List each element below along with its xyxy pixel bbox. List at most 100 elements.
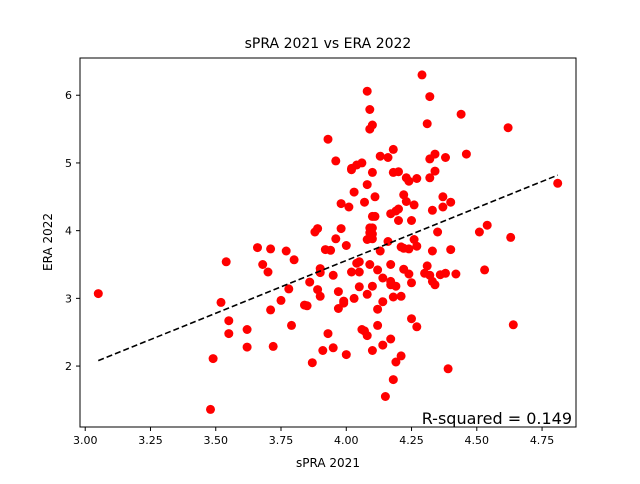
- data-point: [433, 227, 443, 237]
- data-point: [441, 268, 450, 278]
- data-point: [357, 158, 367, 168]
- data-point: [430, 280, 440, 290]
- data-point: [287, 320, 296, 330]
- data-point: [349, 187, 359, 197]
- data-point: [441, 153, 450, 162]
- y-tick-label: 6: [65, 89, 72, 102]
- data-point: [553, 178, 563, 188]
- data-point: [446, 197, 456, 207]
- data-point: [409, 200, 419, 210]
- data-point: [396, 351, 406, 361]
- data-point: [315, 268, 325, 278]
- data-point: [263, 267, 273, 277]
- data-point: [373, 265, 383, 275]
- data-point: [323, 134, 333, 144]
- data-point: [367, 120, 377, 130]
- trend-line: [97, 174, 559, 362]
- data-point: [456, 109, 466, 119]
- data-point: [394, 216, 403, 225]
- data-point: [362, 289, 372, 299]
- data-point: [347, 267, 356, 277]
- data-point: [412, 241, 422, 251]
- data-point: [208, 354, 218, 364]
- data-point: [305, 277, 315, 287]
- data-point: [438, 192, 448, 202]
- data-point: [258, 260, 268, 269]
- data-point: [253, 243, 262, 253]
- data-point: [276, 295, 286, 305]
- data-point: [284, 284, 294, 294]
- data-point: [341, 241, 351, 250]
- data-point: [430, 166, 440, 176]
- data-point: [378, 273, 388, 283]
- data-point: [370, 192, 380, 202]
- data-point: [367, 167, 377, 177]
- r-squared-annotation: R-squared = 0.149: [422, 409, 572, 428]
- data-point: [375, 246, 385, 256]
- data-point: [268, 341, 278, 351]
- data-point: [331, 156, 341, 166]
- data-point: [451, 269, 461, 279]
- data-point: [328, 270, 338, 280]
- x-axis: 3.00 3.25 3.50 3.75 4.00 4.25 4.50 4.75: [73, 427, 554, 447]
- data-point: [383, 153, 393, 162]
- data-point: [438, 202, 448, 212]
- data-point: [412, 174, 422, 183]
- data-point: [407, 278, 416, 288]
- data-point: [386, 260, 396, 269]
- data-point: [375, 151, 385, 161]
- data-point: [365, 105, 375, 114]
- data-point: [318, 346, 328, 355]
- data-point: [506, 232, 516, 242]
- data-point: [336, 224, 346, 234]
- data-point: [443, 364, 453, 374]
- y-axis-label: ERA 2022: [41, 213, 55, 271]
- data-point: [362, 331, 372, 341]
- plot-frame: [79, 57, 577, 428]
- data-point: [367, 281, 377, 291]
- data-point: [367, 346, 377, 355]
- x-tick-label: 4.75: [530, 434, 555, 447]
- data-point: [360, 197, 369, 207]
- data-point: [339, 298, 349, 308]
- data-point: [401, 197, 411, 206]
- data-point: [391, 281, 401, 291]
- data-point: [378, 340, 388, 350]
- data-point: [313, 224, 323, 234]
- data-point: [326, 245, 336, 255]
- data-point: [323, 329, 333, 339]
- chart-title: sPRA 2021 vs ERA 2022: [245, 36, 412, 52]
- data-point: [266, 305, 276, 315]
- x-tick-label: 3.25: [138, 434, 163, 447]
- trend-layer: [97, 174, 559, 362]
- data-point: [331, 234, 341, 244]
- y-tick-label: 2: [65, 360, 72, 373]
- x-tick-label: 3.75: [269, 434, 294, 447]
- data-point: [461, 149, 471, 159]
- data-point: [315, 291, 325, 301]
- data-point: [373, 304, 383, 314]
- data-point: [281, 246, 291, 256]
- data-point: [388, 292, 398, 302]
- data-point: [482, 220, 492, 230]
- data-point: [404, 269, 414, 279]
- data-point: [422, 119, 432, 129]
- data-point: [422, 261, 432, 271]
- data-point: [266, 244, 276, 254]
- data-point: [221, 257, 231, 267]
- data-point: [396, 291, 406, 301]
- data-point: [344, 202, 354, 212]
- y-tick-label: 3: [65, 292, 72, 305]
- data-point: [349, 293, 359, 303]
- y-tick-label: 5: [65, 157, 72, 170]
- data-point: [328, 343, 338, 353]
- data-point: [407, 314, 416, 324]
- data-point: [365, 260, 375, 269]
- data-point: [378, 297, 388, 307]
- data-point: [216, 297, 226, 307]
- data-point: [427, 205, 437, 215]
- x-tick-label: 4.50: [465, 434, 490, 447]
